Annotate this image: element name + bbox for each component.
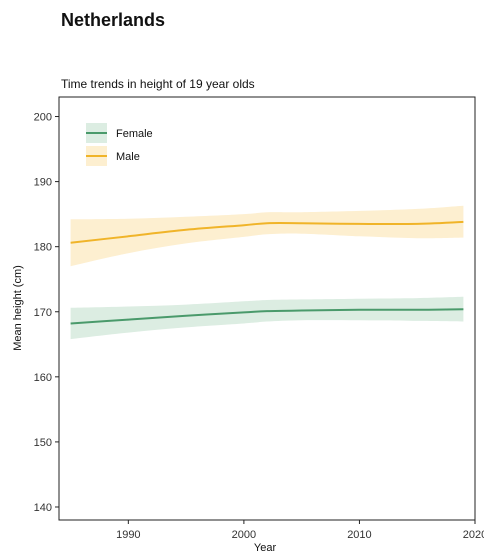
y-tick-label: 190 [34, 177, 52, 189]
y-tick-label: 140 [34, 502, 52, 514]
x-tick-label: 2020 [463, 529, 484, 541]
y-tick-label: 150 [34, 437, 52, 449]
y-tick-label: 170 [34, 307, 52, 319]
y-tick-label: 160 [34, 372, 52, 384]
plot-panel [58, 96, 476, 521]
x-tick-label: 1990 [116, 529, 140, 541]
x-tick-label: 2010 [347, 529, 371, 541]
x-tick-label: 2000 [232, 529, 256, 541]
x-axis-label: Year [254, 542, 277, 554]
y-tick-label: 200 [34, 112, 52, 124]
y-tick-label: 180 [34, 242, 52, 254]
legend-label-male: Male [116, 151, 140, 163]
female-series-line [70, 308, 464, 325]
chart-subtitle: Time trends in height of 19 year olds [61, 77, 255, 91]
y-axis-label: Mean height (cm) [12, 265, 24, 351]
male-series-line [70, 220, 464, 244]
legend-label-female: Female [116, 128, 153, 140]
female-confidence-band [70, 296, 464, 340]
male-confidence-band [70, 205, 464, 267]
chart-title: Netherlands [61, 10, 166, 30]
